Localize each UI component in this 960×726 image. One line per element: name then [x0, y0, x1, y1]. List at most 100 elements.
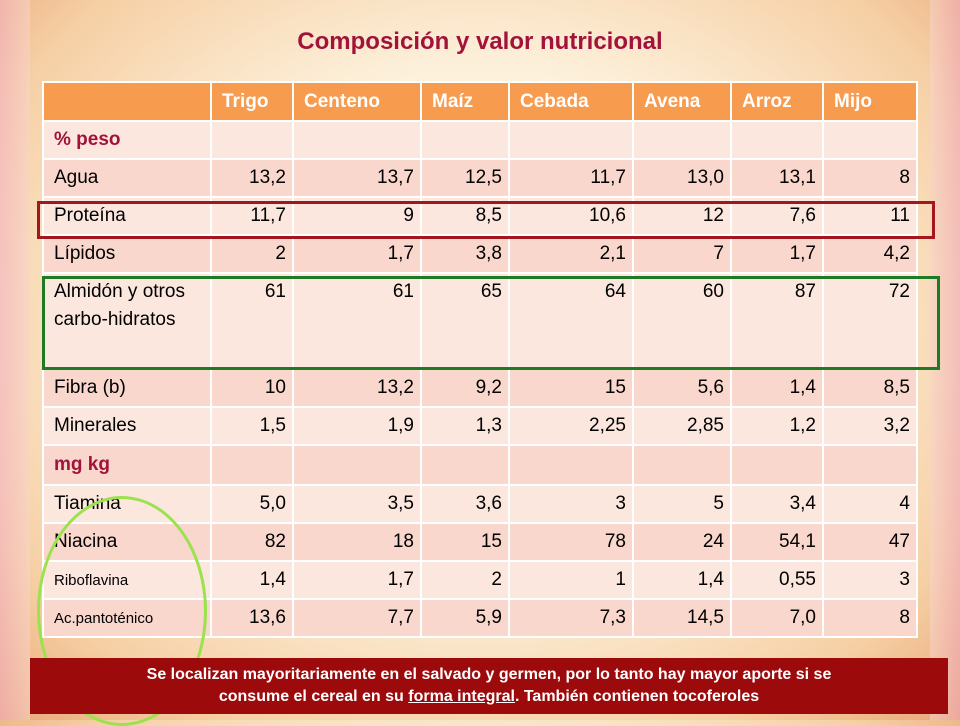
value-cell: 72 [822, 272, 918, 370]
right-decor-stripe [930, 0, 960, 720]
header-cell: Arroz [730, 81, 824, 122]
row-label: Lípidos [42, 234, 212, 274]
value-cell: 2,25 [508, 406, 634, 446]
value-cell: 11,7 [508, 158, 634, 198]
value-cell [508, 120, 634, 160]
value-cell [292, 444, 422, 486]
value-cell: 3,4 [730, 484, 824, 524]
value-cell: 1,5 [210, 406, 294, 446]
value-cell: 2 [420, 560, 510, 600]
value-cell: 65 [420, 272, 510, 370]
value-cell: 60 [632, 272, 732, 370]
value-cell: 2,1 [508, 234, 634, 274]
row-label: Fibra (b) [42, 368, 212, 408]
value-cell [822, 120, 918, 160]
value-cell: 15 [420, 522, 510, 562]
footer-text: consume el cereal en su [218, 688, 409, 705]
value-cell: 3,8 [420, 234, 510, 274]
footer-text: . También contienen tocoferoles [514, 688, 760, 705]
value-cell: 5,9 [420, 598, 510, 638]
value-cell: 9,2 [420, 368, 510, 408]
value-cell: 4,2 [822, 234, 918, 274]
value-cell: 7,3 [508, 598, 634, 638]
value-cell: 3 [822, 560, 918, 600]
value-cell: 8,5 [822, 368, 918, 408]
header-cell: Trigo [210, 81, 294, 122]
table-row: Riboflavina 1,4 1,7 2 1 1,4 0,55 3 [42, 560, 918, 600]
value-cell: 8 [822, 158, 918, 198]
row-label: mg kg [42, 444, 212, 486]
page-title: Composición y valor nutricional [297, 28, 663, 55]
left-decor-stripe [0, 0, 30, 720]
value-cell: 1,2 [730, 406, 824, 446]
value-cell [210, 444, 294, 486]
value-cell [632, 120, 732, 160]
value-cell: 47 [822, 522, 918, 562]
footer-underlined-text: forma integral [408, 688, 515, 705]
protein-highlight-box [37, 201, 935, 239]
value-cell: 3 [508, 484, 634, 524]
value-cell: 5,6 [632, 368, 732, 408]
value-cell: 7 [632, 234, 732, 274]
value-cell: 13,2 [210, 158, 294, 198]
value-cell: 3,2 [822, 406, 918, 446]
value-cell: 1,7 [292, 234, 422, 274]
value-cell: 1,9 [292, 406, 422, 446]
value-cell: 0,55 [730, 560, 824, 600]
header-cell: Avena [632, 81, 732, 122]
table-row: Lípidos 2 1,7 3,8 2,1 7 1,7 4,2 [42, 234, 918, 274]
value-cell: 1,7 [292, 560, 422, 600]
table-row: Almidón y otros carbo-hidratos 61 61 65 64 60… [42, 272, 918, 370]
table-row: Minerales 1,5 1,9 1,3 2,25 2,85 1,2 3,2 [42, 406, 918, 446]
value-cell [730, 444, 824, 486]
value-cell [730, 120, 824, 160]
table-row: % peso [42, 120, 918, 160]
value-cell: 14,5 [632, 598, 732, 638]
value-cell: 5,0 [210, 484, 294, 524]
header-cell: Maíz [420, 81, 510, 122]
table-row: Fibra (b) 10 13,2 9,2 15 5,6 1,4 8,5 [42, 368, 918, 408]
value-cell: 18 [292, 522, 422, 562]
value-cell: 2,85 [632, 406, 732, 446]
value-cell: 13,2 [292, 368, 422, 408]
value-cell: 7,7 [292, 598, 422, 638]
value-cell: 1 [508, 560, 634, 600]
value-cell: 13,0 [632, 158, 732, 198]
value-cell: 15 [508, 368, 634, 408]
nutrition-table: Trigo Centeno Maíz Cebada Avena Arroz Mi… [42, 81, 918, 638]
value-cell: 13,6 [210, 598, 294, 638]
value-cell: 8 [822, 598, 918, 638]
value-cell [632, 444, 732, 486]
header-cell: Cebada [508, 81, 634, 122]
table-row: Agua 13,2 13,7 12,5 11,7 13,0 13,1 8 [42, 158, 918, 198]
footer-line-1: Se localizan mayoritariamente en el salv… [146, 666, 832, 683]
value-cell: 4 [822, 484, 918, 524]
value-cell: 87 [730, 272, 824, 370]
value-cell: 24 [632, 522, 732, 562]
value-cell: 3,5 [292, 484, 422, 524]
value-cell: 1,3 [420, 406, 510, 446]
value-cell: 78 [508, 522, 634, 562]
table-header-row: Trigo Centeno Maíz Cebada Avena Arroz Mi… [42, 81, 918, 122]
header-cell: Centeno [292, 81, 422, 122]
value-cell: 82 [210, 522, 294, 562]
value-cell [420, 444, 510, 486]
value-cell: 13,1 [730, 158, 824, 198]
footer-line-2: consume el cereal en su forma integral. … [30, 686, 948, 708]
table-row: Tiamina 5,0 3,5 3,6 3 5 3,4 4 [42, 484, 918, 524]
value-cell: 3,6 [420, 484, 510, 524]
value-cell [210, 120, 294, 160]
table-row: mg kg [42, 444, 918, 486]
row-label: Minerales [42, 406, 212, 446]
row-label: % peso [42, 120, 212, 160]
value-cell: 1,4 [730, 368, 824, 408]
value-cell: 64 [508, 272, 634, 370]
starch-highlight-box [42, 276, 940, 370]
value-cell [292, 120, 422, 160]
value-cell: 1,4 [210, 560, 294, 600]
row-label: Almidón y otros carbo-hidratos [42, 272, 212, 370]
value-cell: 13,7 [292, 158, 422, 198]
value-cell: 10 [210, 368, 294, 408]
value-cell [822, 444, 918, 486]
row-label: Agua [42, 158, 212, 198]
